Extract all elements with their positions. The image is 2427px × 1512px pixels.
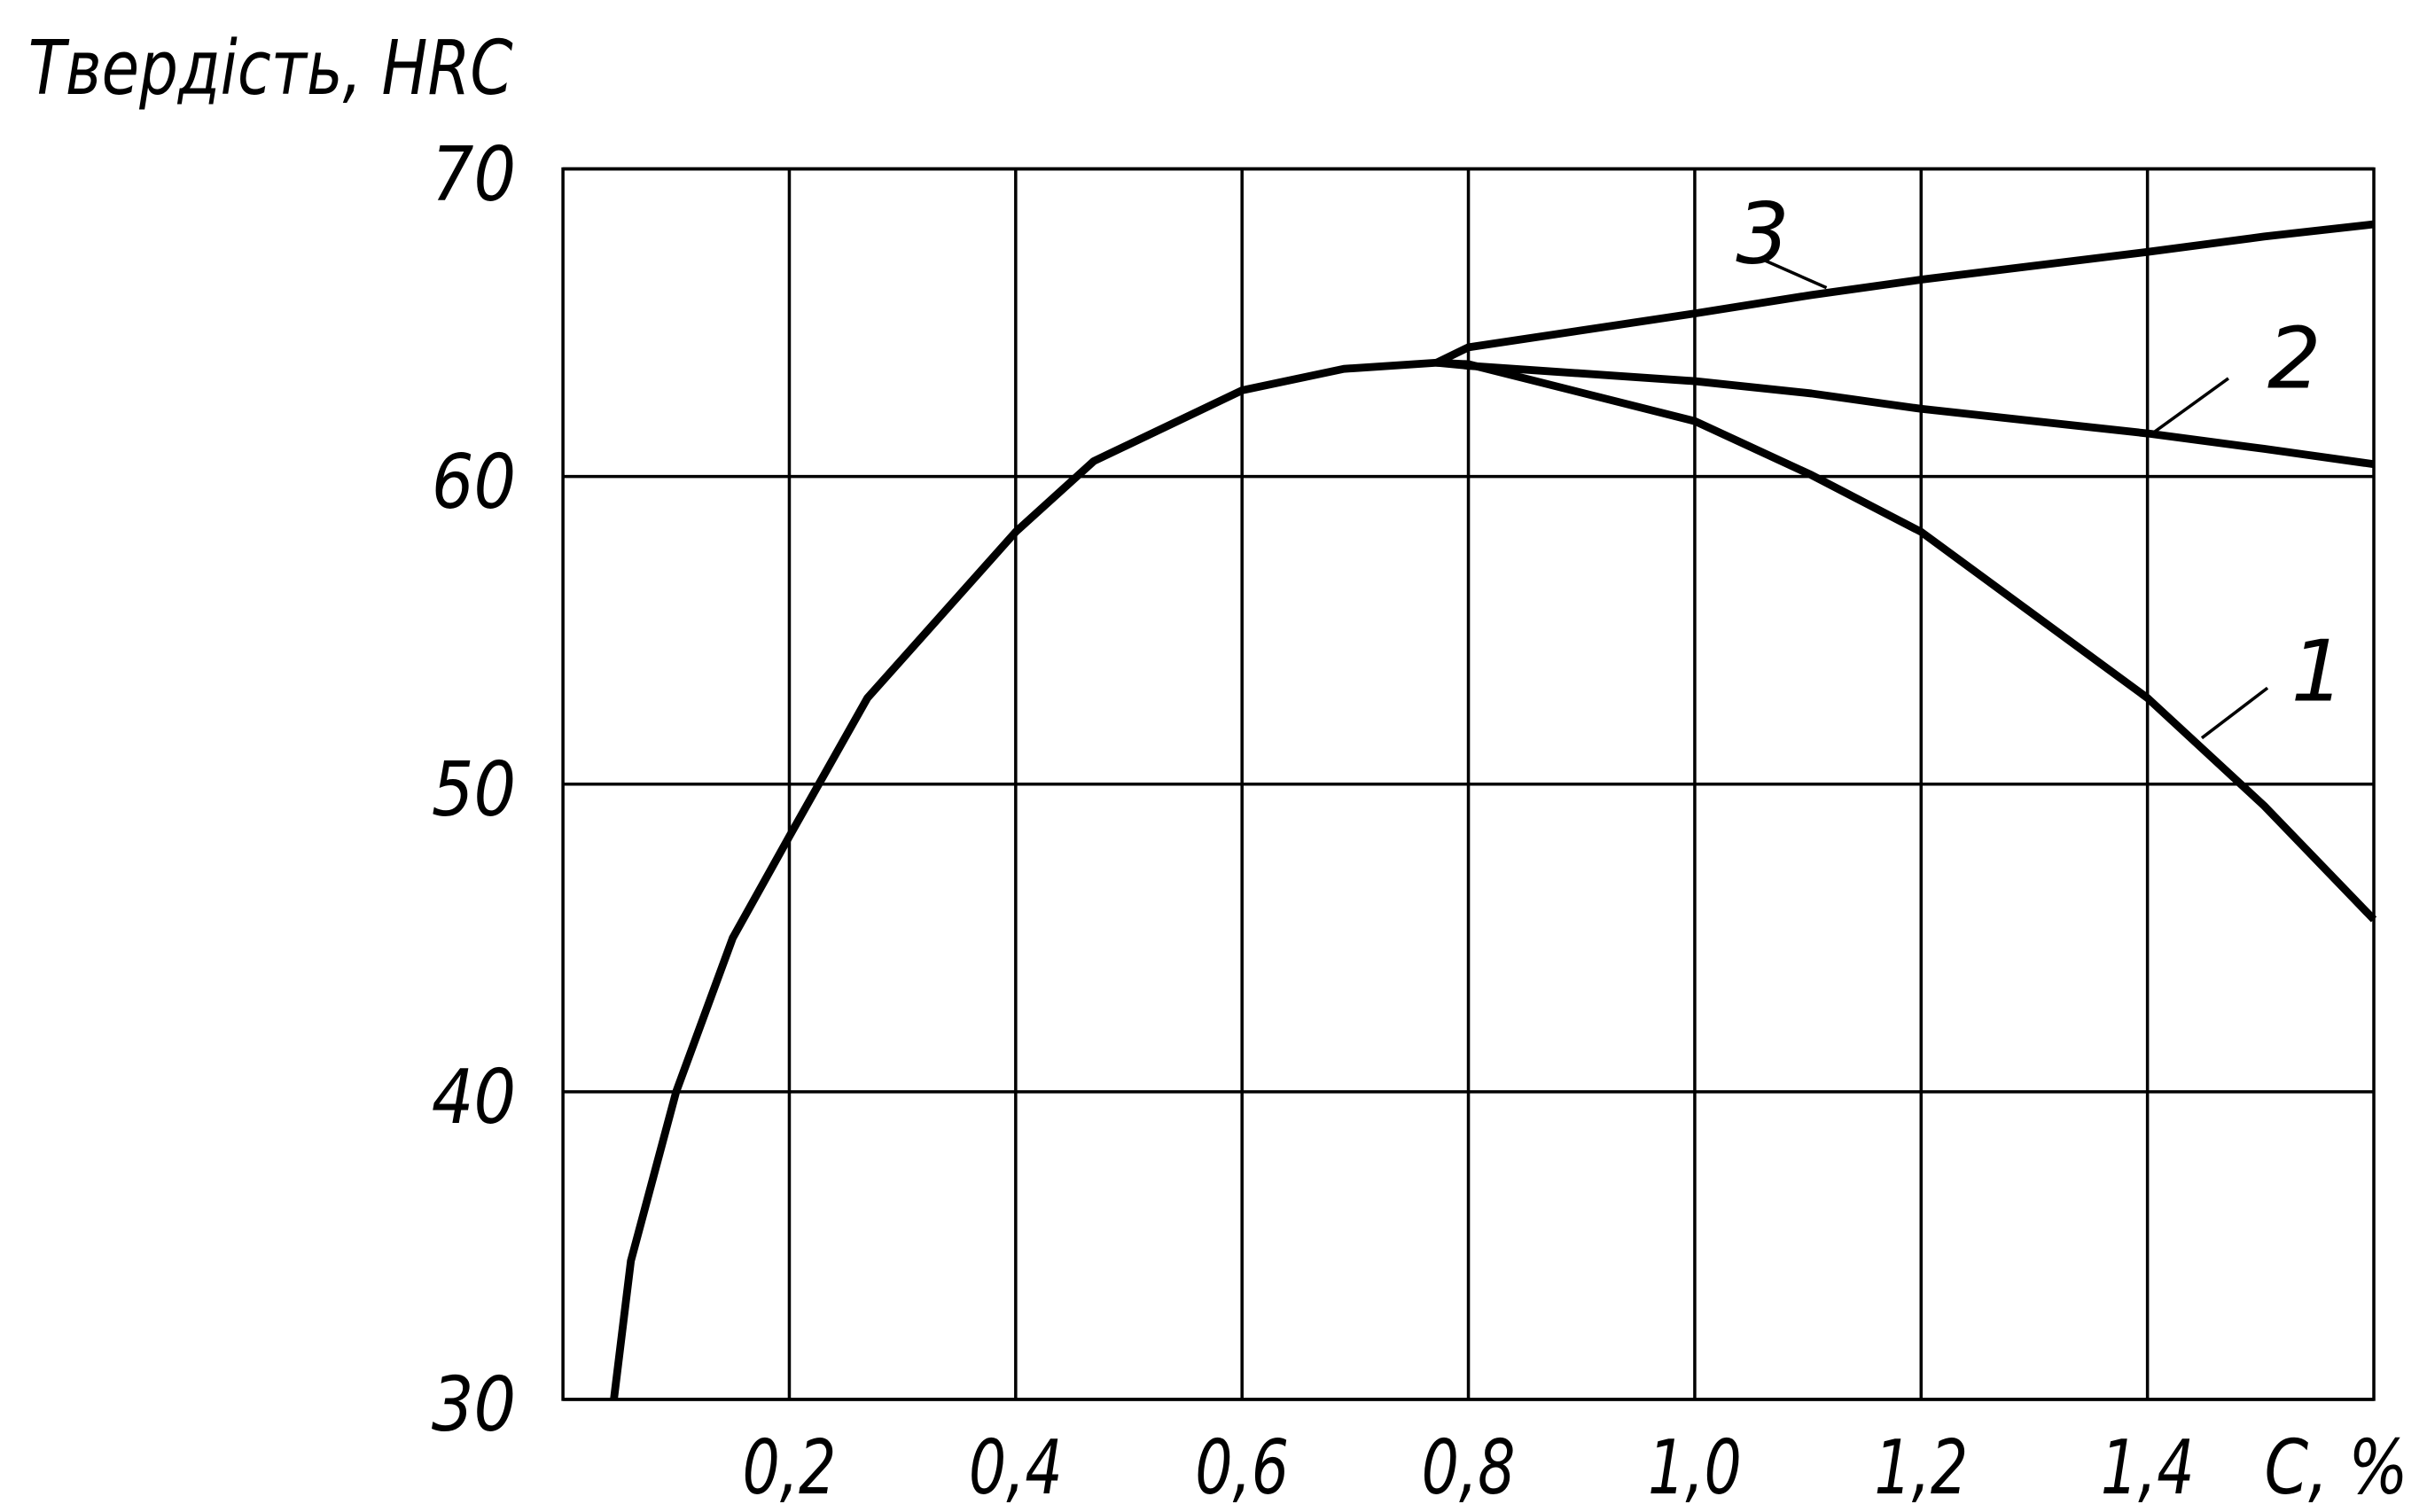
y-tick-label: 40 <box>432 1053 516 1141</box>
x-tick-label: 0,8 <box>1422 1423 1516 1511</box>
x-tick-label: 0,6 <box>1195 1423 1289 1511</box>
y-tick-label: 70 <box>432 130 516 218</box>
x-tick-label: 1,4 <box>2101 1423 2195 1511</box>
x-tick-label: 0,2 <box>743 1423 837 1511</box>
series-label: 2 <box>2267 311 2322 409</box>
series-label: 1 <box>2291 623 2345 721</box>
series-line <box>1434 220 2375 367</box>
leader-line <box>1758 256 1828 290</box>
x-tick-label: 1,0 <box>1648 1423 1742 1511</box>
series-label: 3 <box>1736 185 1790 283</box>
y-tick-label: 30 <box>432 1360 516 1448</box>
series-line <box>1436 358 2375 469</box>
series-line <box>610 358 2377 1400</box>
y-axis-label: Твердість, HRC <box>28 24 513 112</box>
x-tick-label: 1,2 <box>1874 1423 1968 1511</box>
leader-line <box>2153 377 2229 433</box>
x-tick-label: 0,4 <box>969 1423 1063 1511</box>
x-axis-label: C, % <box>2265 1423 2408 1511</box>
y-tick-label: 60 <box>432 438 516 526</box>
plot-frame <box>561 167 2376 1401</box>
leader-line <box>2200 686 2269 740</box>
y-tick-label: 50 <box>432 745 516 833</box>
